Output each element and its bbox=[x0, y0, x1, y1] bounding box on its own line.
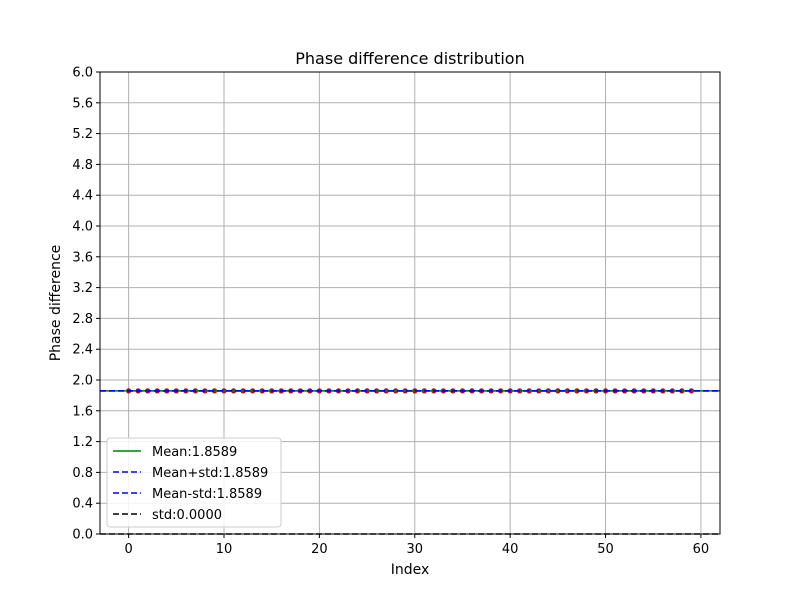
legend-label: Mean:1.8589 bbox=[152, 445, 237, 460]
y-tick-label: 4.0 bbox=[72, 220, 93, 235]
chart-title: Phase difference distribution bbox=[295, 49, 524, 68]
x-axis-label: Index bbox=[391, 562, 430, 578]
y-tick-label: 0.8 bbox=[72, 466, 93, 481]
y-tick-label: 6.0 bbox=[72, 66, 93, 81]
y-tick-label: 2.0 bbox=[72, 374, 93, 389]
y-tick-label: 1.2 bbox=[72, 435, 93, 450]
y-tick-label: 3.6 bbox=[72, 250, 93, 265]
y-tick-label: 5.6 bbox=[72, 96, 93, 111]
x-axis-ticks: 0 10 20 30 40 50 60 bbox=[124, 534, 709, 557]
legend-box bbox=[106, 437, 282, 528]
y-tick-label: 4.4 bbox=[72, 189, 93, 204]
x-tick-label: 40 bbox=[502, 542, 519, 557]
legend-label: Mean+std:1.8589 bbox=[152, 466, 268, 481]
x-tick-label: 20 bbox=[311, 542, 328, 557]
y-tick-label: 3.2 bbox=[72, 281, 93, 296]
y-axis-ticks: 0.0 0.4 0.8 1.2 1.6 2.0 2.4 2.8 3.2 3.6 4.0 4.4 4.8 5… bbox=[72, 66, 100, 543]
plot-frame bbox=[99, 71, 721, 535]
legend-label: Mean-std:1.8589 bbox=[152, 487, 262, 502]
legend-label: std:0.0000 bbox=[152, 508, 222, 523]
x-tick-label: 0 bbox=[124, 542, 132, 557]
x-tick-label: 30 bbox=[406, 542, 423, 557]
legend: Mean:1.8589 Mean+std:1.8589 Mean-std:1.858… bbox=[106, 437, 282, 528]
y-tick-label: 4.8 bbox=[72, 158, 93, 173]
y-tick-label: 1.6 bbox=[72, 404, 93, 419]
x-tick-label: 60 bbox=[693, 542, 710, 557]
y-axis-label: Phase difference bbox=[48, 245, 64, 362]
y-tick-label: 0.0 bbox=[72, 528, 93, 543]
y-tick-label: 2.8 bbox=[72, 312, 93, 327]
y-tick-label: 2.4 bbox=[72, 343, 93, 358]
x-tick-label: 10 bbox=[216, 542, 233, 557]
y-tick-label: 0.4 bbox=[72, 497, 93, 512]
y-tick-label: 5.2 bbox=[72, 127, 93, 142]
x-tick-label: 50 bbox=[597, 542, 614, 557]
